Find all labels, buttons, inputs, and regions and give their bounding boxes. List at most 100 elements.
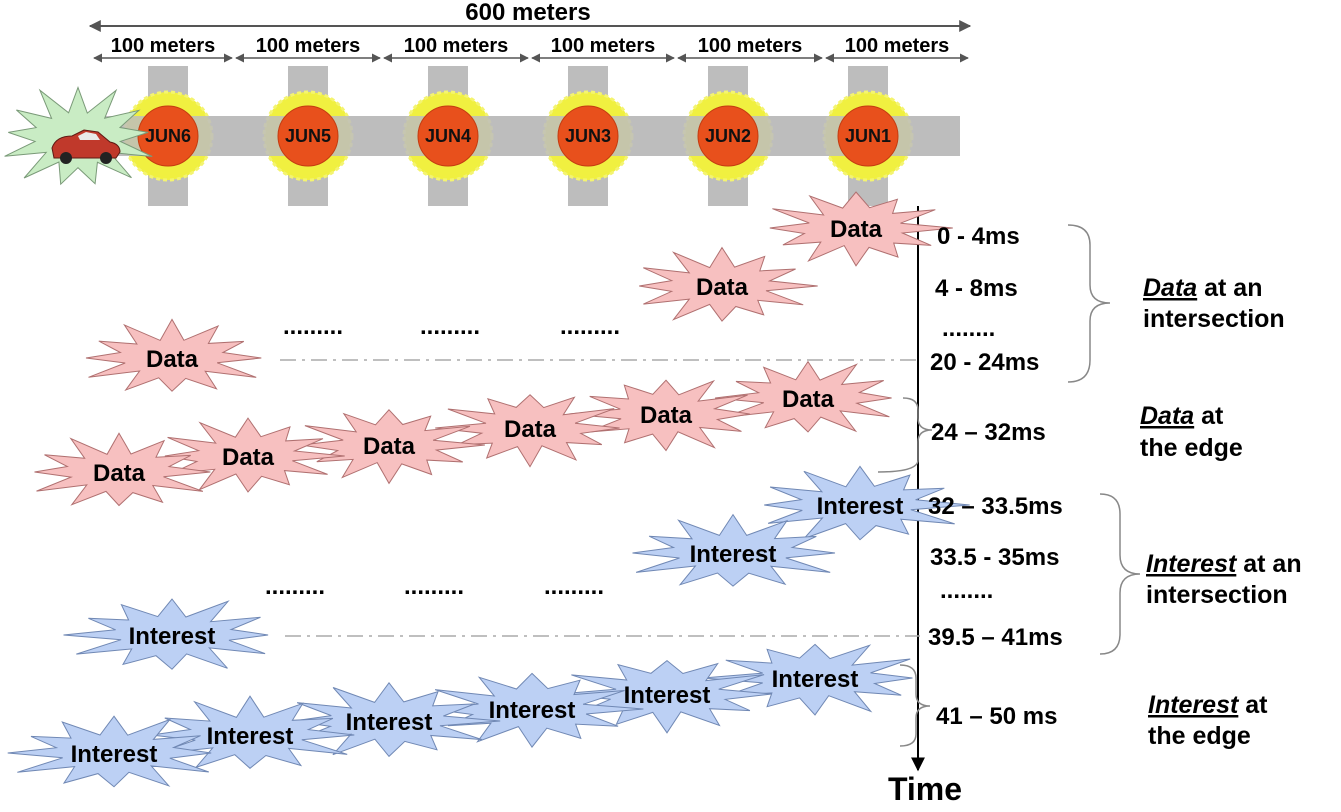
time-label: ........ [942,315,995,342]
interest-packet-label: Interest [624,682,711,709]
dimension-segment-label: 100 meters [845,35,950,57]
data-packet: Data [715,360,892,433]
data-burst [639,246,818,322]
time-label: 24 – 32ms [931,419,1046,446]
time-labels: 0 - 4ms 4 - 8ms ........ 20 - 24ms 24 – … [928,223,1063,730]
time-axis: Time [888,206,962,807]
ellipsis: ......... [560,313,620,340]
data-packet: Data [568,379,750,452]
time-label: 41 – 50 ms [936,703,1057,730]
dimension-total: 600 meters [88,0,972,32]
data-burst [164,417,345,493]
junction-node [837,105,899,167]
time-label: ........ [940,577,993,604]
interest-burst [558,659,772,734]
interest-burst [632,513,836,587]
interest-burst [151,695,355,769]
data-burst [300,409,485,485]
interest-burst [764,465,970,541]
interest-packet: Interest [632,513,836,587]
dimension-segment-label: 100 meters [551,35,656,57]
dimension-segment: 100 meters [93,35,233,63]
time-axis-title: Time [888,771,962,807]
data-packet: Data [85,318,262,392]
interest-burst [7,715,212,788]
interest-packet: Interest [764,465,970,541]
group-label-interest-intersection: Interest at an intersection [1146,550,1302,609]
road: JUN6 JUN5 JUN4 JUN3 JUN2 JUN1 [80,66,960,206]
group-label-line2: the edge [1148,722,1251,750]
data-packet: Data [769,191,953,267]
group-label-rest: at an [1197,274,1262,302]
dimension-segment: 100 meters [531,35,675,63]
data-packet: Data [639,246,818,322]
junction-label: JUN2 [705,126,751,146]
group-label-em: Data [1140,402,1194,430]
group-label-data-edge: Data at the edge [1140,402,1243,462]
interest-packet-label: Interest [772,666,859,693]
ellipsis: ......... [420,313,480,340]
junction-jun1: JUN1 [822,66,914,206]
interest-packet: Interest [7,715,212,788]
junction-label: JUN1 [845,126,891,146]
dimension-segment-label: 100 meters [256,35,361,57]
data-packet-label: Data [504,416,557,443]
interest-packet-label: Interest [489,697,576,724]
data-packet: Data [34,432,211,507]
data-burst [435,394,620,468]
dimension-segments: 100 meters 100 meters 100 meters 100 meters… [93,35,969,63]
interest-burst [431,672,644,748]
group-label-interest-edge: Interest at the edge [1148,691,1268,750]
data-packet: Data [435,394,620,468]
data-packet-label: Data [93,460,146,487]
junction-node [557,105,619,167]
vehicle [4,85,153,186]
svg-text:Interest at an: Interest at an [1146,550,1302,578]
interest-packet: Interest [702,643,913,716]
brace-data-intersection [1067,224,1111,383]
group-label-rest: at [1238,691,1268,719]
braces [877,224,1141,747]
junction-label: JUN3 [565,126,611,146]
group-label-line2: intersection [1146,581,1288,609]
group-label-line2: intersection [1143,305,1285,333]
ellipsis: ......... [544,573,604,600]
interest-packet-label: Interest [690,541,777,568]
time-label: 0 - 4ms [937,223,1020,250]
junction-jun2: JUN2 [682,66,774,206]
svg-text:Data at: Data at [1140,402,1224,430]
interest-packet-label: Interest [129,623,216,650]
junction-node [697,105,759,167]
brace-data-edge [877,397,933,473]
interest-packet-label: Interest [207,723,294,750]
ellipsis-interest: ......... ......... ......... [265,573,604,600]
ellipsis: ......... [283,313,343,340]
data-burst [769,191,953,267]
data-burst [715,360,892,433]
data-packet-label: Data [696,274,749,301]
interest-packet-label: Interest [346,709,433,736]
time-label: 39.5 – 41ms [928,624,1063,651]
data-packet-label: Data [222,444,275,471]
group-label-rest: at [1194,402,1224,430]
data-packet: Data [164,417,345,493]
data-packet-label: Data [640,402,693,429]
data-packet-label: Data [830,216,883,243]
interest-packet-label: Interest [71,741,158,768]
group-label-em: Interest [1148,691,1240,719]
road-horizontal [80,116,960,156]
ellipsis: ......... [265,573,325,600]
svg-text:Data at an: Data at an [1143,274,1262,302]
ellipsis: ......... [404,573,464,600]
packet-bursts: Data Data Data Data Data Data Data Data Data Inte… [7,191,970,788]
interest-burst [63,598,269,670]
group-label-rest: at an [1236,550,1301,578]
junction-label: JUN6 [145,126,191,146]
brace-interest-intersection [1099,493,1141,655]
time-label: 4 - 8ms [935,275,1018,302]
interest-burst [293,681,501,758]
interest-packet: Interest [151,695,355,769]
dimension-segment: 100 meters [825,35,969,63]
group-label-em: Interest [1146,550,1238,578]
